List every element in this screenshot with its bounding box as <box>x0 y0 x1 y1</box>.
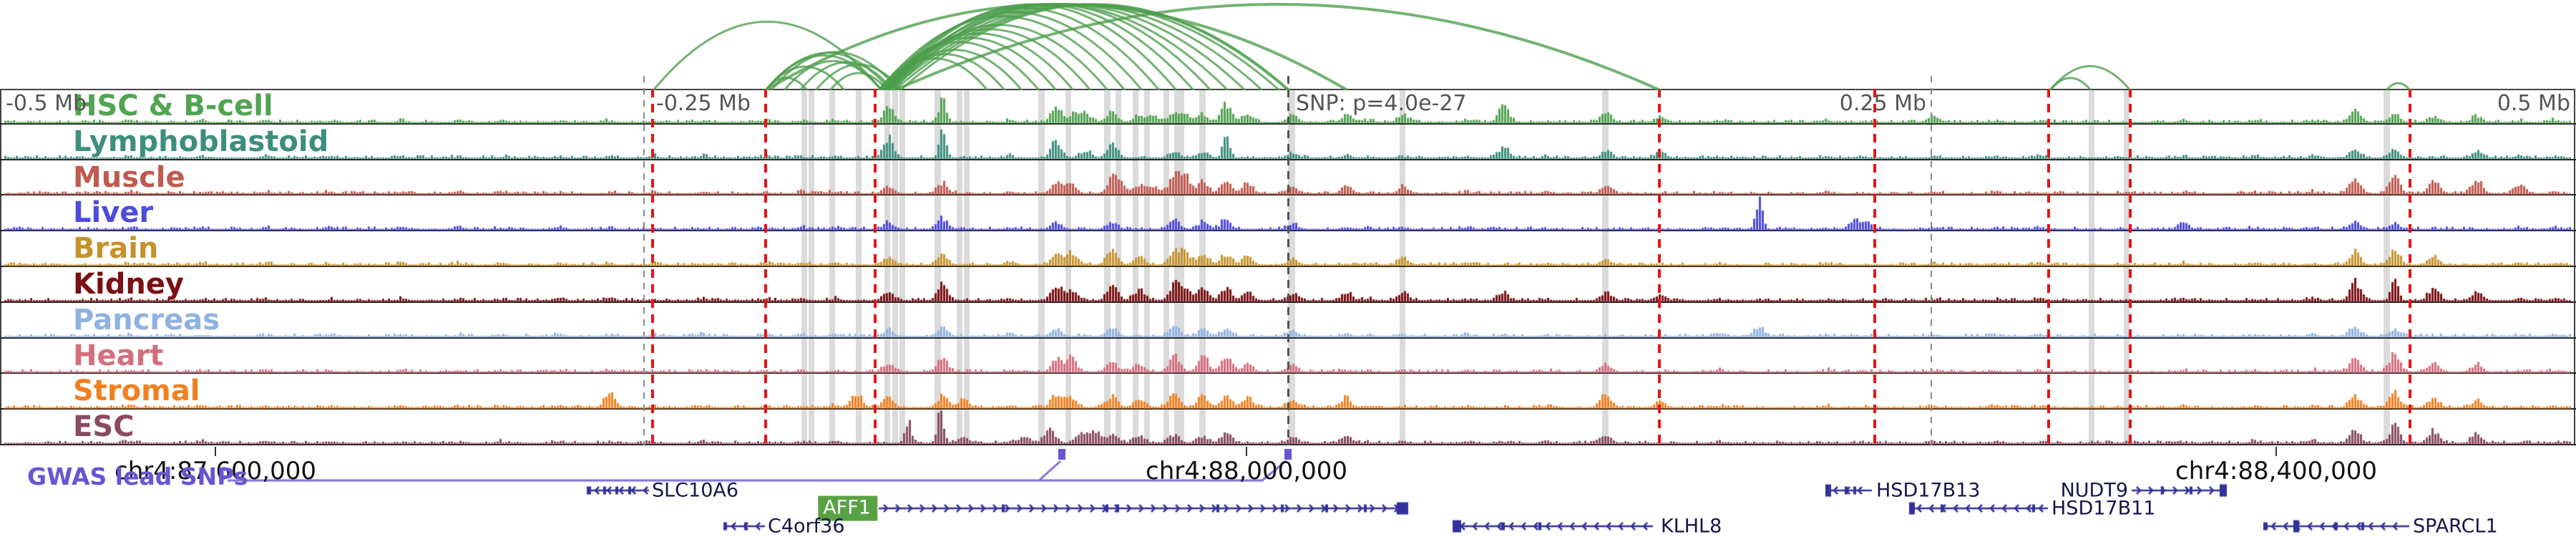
gene-label-nudt9[interactable]: NUDT9 <box>2060 479 2128 502</box>
coordinate-label: chr4:87,600,000 <box>114 457 316 485</box>
snp-marker-line <box>2129 89 2132 445</box>
snp-marker-line <box>2047 89 2050 445</box>
snp-marker-line <box>1658 89 1661 445</box>
gene-label-klhl8[interactable]: KLHL8 <box>1661 515 1722 537</box>
snp-marker-line <box>764 89 767 445</box>
scale-tick-line <box>643 76 645 445</box>
snp-marker-line <box>2409 89 2411 445</box>
gwas-snp-marker[interactable] <box>1058 449 1065 460</box>
coordinate-label: chr4:88,000,000 <box>1146 457 1347 485</box>
gene-label-hsd17b13[interactable]: HSD17B13 <box>1876 479 1981 502</box>
gwas-snp-marker[interactable] <box>1284 449 1292 460</box>
snp-marker-line <box>651 89 654 445</box>
coordinate-label: chr4:88,400,000 <box>2175 457 2377 485</box>
coordinate-tick <box>2275 447 2278 456</box>
scale-label-quarter-right: 0.25 Mb <box>1839 91 1926 116</box>
snp-marker-line <box>1873 89 1876 445</box>
snp-pvalue-label: SNP: p=4.0e-27 <box>1296 91 1467 116</box>
lead-snp-line <box>1287 76 1289 445</box>
snp-marker-line <box>874 89 877 445</box>
scale-tick-line <box>1931 76 1932 445</box>
coordinate-tick <box>1245 447 1248 456</box>
coordinate-tick <box>214 447 217 456</box>
gene-label-aff1[interactable]: AFF1 <box>818 495 877 521</box>
gene-label-slc10a6[interactable]: SLC10A6 <box>652 479 739 502</box>
gene-label-sparcl1[interactable]: SPARCL1 <box>2413 515 2498 537</box>
gene-label-hsd17b11[interactable]: HSD17B11 <box>2051 497 2156 520</box>
gene-label-c4orf36[interactable]: C4orf36 <box>768 515 845 537</box>
scale-label-left: -0.5 Mb <box>6 91 87 116</box>
gwas-track-label: GWAS lead SNPs <box>27 463 248 490</box>
scale-label-quarter-left: -0.25 Mb <box>656 91 751 116</box>
scale-label-right: 0.5 Mb <box>2497 91 2570 116</box>
